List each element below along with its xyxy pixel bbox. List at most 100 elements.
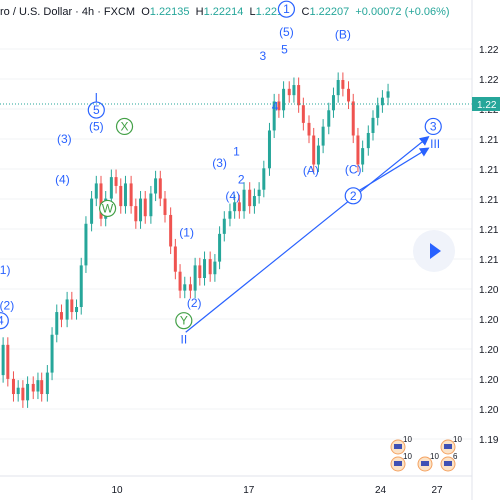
event-count: 10	[453, 435, 462, 444]
wave-label: (3)	[212, 156, 227, 170]
time-tick-label: 24	[375, 485, 387, 496]
candle-body	[242, 189, 246, 212]
wave-label-circle	[0, 312, 9, 330]
candle-body	[21, 387, 25, 401]
candle-body	[351, 101, 355, 136]
candle-body	[297, 85, 301, 106]
candle-body	[158, 178, 162, 199]
candle-body	[11, 378, 15, 395]
price-tick-label: 1.22	[479, 45, 499, 56]
candle-body	[40, 380, 44, 395]
candles	[1, 72, 390, 408]
candle-body	[386, 91, 390, 98]
candle-body	[228, 211, 232, 219]
price-axis[interactable]: 1.22 1.22 1.22 1.21 1.21 1.21 1.21 1.21 1.20 1.20…	[471, 0, 500, 500]
candle-body	[1, 344, 5, 376]
wave-label-circle	[344, 187, 362, 205]
time-tick-label: 27	[431, 485, 443, 496]
candle-body	[45, 372, 49, 395]
candle-body	[237, 202, 241, 212]
candle-body	[307, 122, 311, 136]
candle-body	[26, 383, 30, 401]
candle-body	[134, 206, 138, 222]
wave-projection-line	[353, 147, 430, 195]
candle-body	[327, 110, 331, 127]
high-label: H	[195, 6, 204, 18]
candle-body	[218, 233, 222, 262]
event-count: 10	[403, 435, 412, 444]
candle-body	[183, 284, 187, 291]
candle-body	[267, 130, 271, 169]
wave-label: I	[95, 90, 98, 104]
price-tick-label: 1.21	[479, 135, 499, 146]
event-count: 10	[403, 452, 412, 461]
wave-annotations: I5(5)(3)(4)XWb3(1)(2)412c(1)(2)YII(3)12(…	[0, 0, 442, 347]
wave-label: (4)	[55, 172, 70, 186]
wave-label: II	[180, 333, 187, 347]
candle-body	[203, 259, 207, 279]
candle-body	[149, 193, 153, 217]
price-tick-label: 1.21	[479, 165, 499, 176]
candle-body	[277, 101, 281, 111]
candle-body	[75, 307, 79, 313]
wave-label: (5)	[279, 25, 294, 39]
candle-body	[213, 261, 217, 275]
candle-body	[169, 214, 173, 247]
wave-label: (5)	[89, 119, 104, 133]
candle-body	[50, 334, 54, 373]
candle-body	[65, 299, 69, 320]
wave-label-circle	[98, 199, 117, 218]
candle-body	[301, 105, 305, 123]
candle-body	[119, 185, 123, 207]
candle-body	[341, 80, 345, 89]
flag-fill	[444, 444, 452, 449]
wave-label-circle	[175, 312, 193, 330]
candle-body	[188, 284, 192, 291]
candle-body	[347, 88, 351, 102]
flag-fill	[394, 461, 402, 466]
wave-label: (2)	[187, 296, 202, 310]
wave-label: 1	[283, 2, 290, 16]
flag-fill	[444, 461, 452, 466]
low-label: L	[249, 6, 256, 18]
candle-body	[376, 105, 380, 118]
time-tick-label: 10	[111, 485, 123, 496]
candle-body	[356, 135, 360, 165]
wave-label: 2	[238, 172, 245, 186]
candle-body	[287, 88, 291, 96]
candle-body	[109, 177, 113, 199]
candle-body	[366, 132, 370, 149]
open-label: O	[141, 6, 150, 18]
candle-body	[282, 88, 286, 111]
candle-body	[70, 299, 74, 313]
price-tick-label: 1.21	[479, 225, 499, 236]
price-tick-label: 1.21	[479, 195, 499, 206]
change-value: +0.00072 (+0.06%)	[355, 6, 450, 18]
candle-body	[139, 198, 143, 222]
candle-body	[154, 178, 158, 194]
wave-projection-lines	[185, 136, 430, 333]
wave-label: (4)	[225, 189, 240, 203]
candle-body	[380, 97, 384, 106]
wave-label: (C)	[345, 162, 362, 176]
price-tick-label: 1.22	[479, 75, 499, 86]
play-button[interactable]	[413, 230, 455, 272]
wave-label-circle	[115, 117, 134, 136]
candle-body	[331, 95, 335, 111]
candle-body	[193, 265, 197, 291]
candle-body	[114, 177, 118, 186]
candle-body	[198, 265, 202, 279]
time-axis[interactable]: 10 17 24 27	[0, 475, 472, 496]
economic-events[interactable]: 10 10 10 10 6	[390, 435, 462, 472]
candle-body	[129, 183, 133, 207]
candle-body	[321, 126, 325, 146]
candle-body	[257, 189, 261, 197]
candle-body	[208, 259, 212, 275]
candle-body	[222, 218, 226, 234]
candle-body	[99, 183, 103, 219]
candle-body	[79, 265, 83, 308]
close-value: 1.22207	[309, 6, 350, 18]
current-price-tag	[472, 97, 500, 111]
candle-body	[84, 223, 88, 266]
